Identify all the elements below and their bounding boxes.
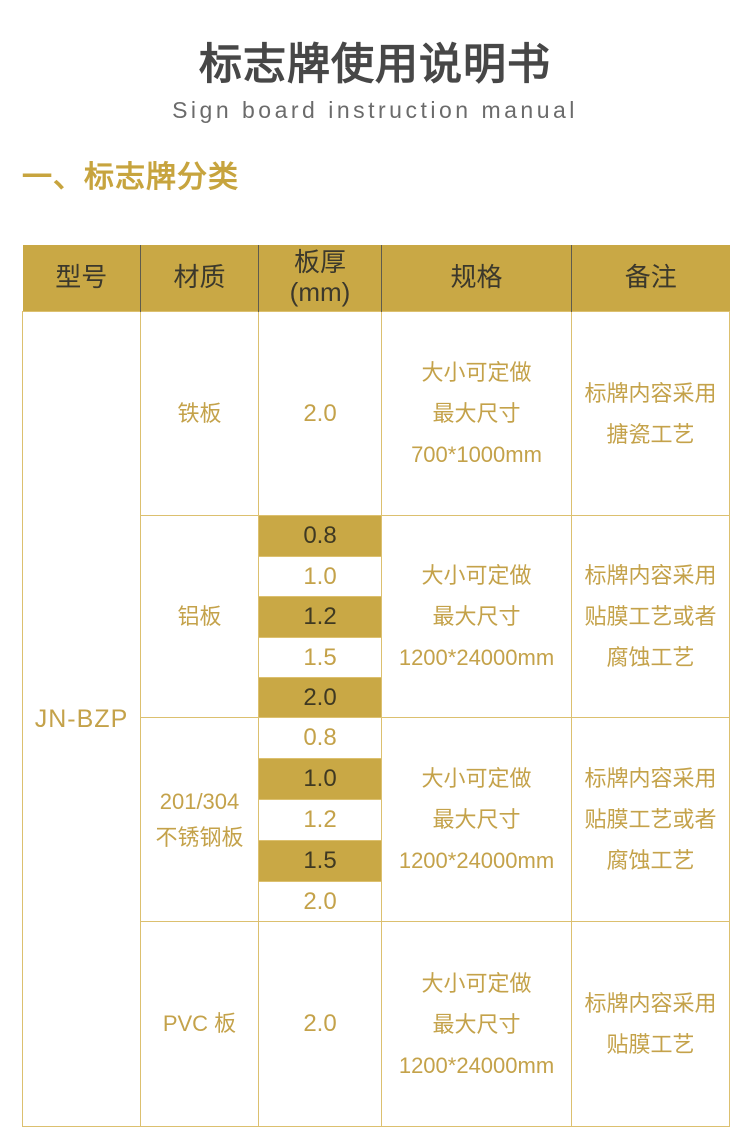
- thickness-cell: 2.0: [258, 677, 382, 719]
- table-row: 2.0: [23, 677, 730, 719]
- note-cell: 标牌内容采用 贴膜工艺或者 腐蚀工艺: [571, 515, 730, 719]
- material-cell: PVC 板: [140, 921, 259, 1128]
- table-header-row: 型号 材质 板厚 (mm) 规格 备注: [22, 244, 730, 312]
- material-cell: 铝板: [140, 515, 259, 719]
- header-cell-thickness: 板厚 (mm): [258, 244, 382, 312]
- thickness-cell: 1.2: [258, 596, 382, 639]
- thickness-cell: 0.8: [258, 717, 382, 760]
- thickness-cell: 2.0: [258, 921, 382, 1128]
- thickness-cell: 0.8: [258, 515, 382, 558]
- thickness-cell: 1.5: [258, 637, 382, 679]
- page-title: 标志牌使用说明书: [199, 41, 551, 89]
- table-row: 1.0: [23, 758, 730, 801]
- thickness-cell: 1.2: [258, 799, 382, 842]
- material-cell: 铁板: [140, 311, 259, 517]
- material-cell: 201/304 不锈钢板: [140, 717, 259, 923]
- table-row: 1.2: [23, 799, 730, 842]
- header-cell-material: 材质: [140, 244, 259, 312]
- table-row: 1.0: [23, 556, 730, 598]
- thickness-cell: 1.0: [258, 758, 382, 801]
- thickness-cell: 1.5: [258, 840, 382, 883]
- thickness-cell: 2.0: [258, 881, 382, 923]
- section-heading: 一、标志牌分类: [22, 160, 239, 194]
- header-cell-spec: 规格: [381, 244, 572, 312]
- spec-cell: 大小可定做 最大尺寸 1200*24000mm: [381, 717, 572, 923]
- table-row: 1.2: [23, 596, 730, 639]
- note-cell: 标牌内容采用 贴膜工艺或者 腐蚀工艺: [571, 717, 730, 923]
- thickness-cell: 2.0: [258, 311, 382, 517]
- note-cell: 标牌内容采用 搪瓷工艺: [571, 311, 730, 517]
- classification-table: 型号 材质 板厚 (mm) 规格 备注 JN-BZP 铁板 2.0 大小可定做: [22, 244, 730, 1128]
- table-row: 1.5: [23, 637, 730, 679]
- spec-cell: 大小可定做 最大尺寸 1200*24000mm: [381, 515, 572, 719]
- thickness-cell: 1.0: [258, 556, 382, 598]
- table-row: PVC 板 2.0 大小可定做 最大尺寸 1200*24000mm 标牌内容采用…: [23, 921, 730, 1128]
- title-block: 标志牌使用说明书 Sign board instruction manual: [0, 0, 750, 125]
- note-cell: 标牌内容采用 贴膜工艺: [571, 921, 730, 1128]
- spec-cell: 大小可定做 最大尺寸 1200*24000mm: [381, 921, 572, 1128]
- header-thickness-line2: (mm): [289, 277, 351, 308]
- header-cell-model: 型号: [22, 244, 141, 312]
- spec-cell: 大小可定做 最大尺寸 700*1000mm: [381, 311, 572, 517]
- table-row: 201/304 不锈钢板 0.8 大小可定做 最大尺寸 1200*24000mm…: [23, 717, 730, 923]
- page-subtitle: Sign board instruction manual: [172, 97, 578, 124]
- model-cell: JN-BZP: [22, 311, 141, 1128]
- header-cell-note: 备注: [571, 244, 730, 312]
- header-thickness-line1: 板厚: [293, 247, 346, 278]
- table-row: JN-BZP 铁板 2.0 大小可定做 最大尺寸 700*1000mm 标牌内容…: [22, 311, 730, 1128]
- table-row: 铝板 0.8 大小可定做 最大尺寸 1200*24000mm 标牌内容采用 贴膜…: [23, 515, 730, 719]
